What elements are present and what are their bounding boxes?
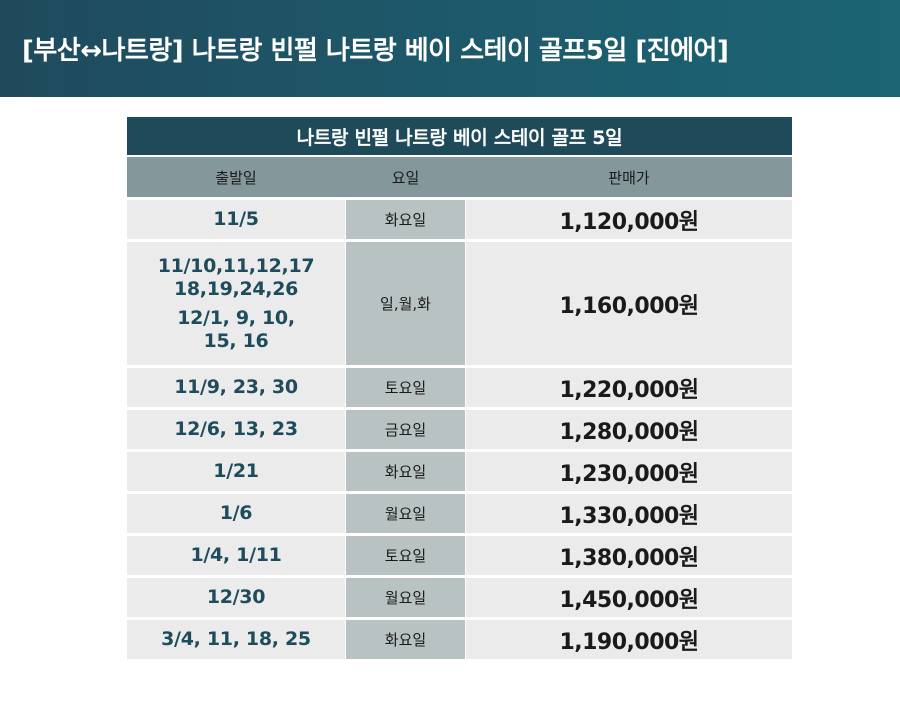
day-cell: 월요일 (346, 494, 465, 533)
date-text: 11/10,11,12,17 (157, 254, 315, 277)
price-cell: 1,380,000원 (466, 536, 792, 575)
day-cell: 금요일 (346, 410, 465, 449)
top-banner: [부산↔나트랑] 나트랑 빈펄 나트랑 베이 스테이 골프5일 [진에어] (0, 0, 900, 97)
date-cell: 1/21 (127, 452, 345, 491)
table-header-row: 출발일 요일 판매가 (127, 155, 792, 197)
price-cell: 1,160,000원 (466, 242, 792, 365)
price-cell: 1,120,000원 (466, 200, 792, 239)
table-row: 1/21 화요일 1,230,000원 (127, 452, 792, 491)
table-row: 12/30 월요일 1,450,000원 (127, 578, 792, 617)
table-row: 11/9, 23, 30 토요일 1,220,000원 (127, 368, 792, 407)
header-day: 요일 (391, 168, 420, 187)
date-cell: 3/4, 11, 18, 25 (127, 620, 345, 659)
date-text: 3/4, 11, 18, 25 (161, 628, 311, 650)
header-date: 출발일 (215, 168, 257, 187)
day-cell: 화요일 (346, 200, 465, 239)
day-cell: 화요일 (346, 452, 465, 491)
date-cell: 11/5 (127, 200, 345, 239)
table-row: 1/4, 1/11 토요일 1,380,000원 (127, 536, 792, 575)
date-text: 1/6 (219, 502, 253, 524)
date-text: 15, 16 (203, 329, 269, 352)
date-text: 12/1, 9, 10, (177, 306, 295, 329)
date-text: 12/6, 13, 23 (174, 418, 298, 440)
date-text: 1/21 (213, 460, 259, 482)
day-cell: 토요일 (346, 536, 465, 575)
date-text: 11/5 (213, 208, 259, 230)
price-cell: 1,190,000원 (466, 620, 792, 659)
date-text: 11/9, 23, 30 (174, 376, 298, 398)
date-cell: 11/10,11,12,17 18,19,24,26 12/1, 9, 10, … (127, 242, 345, 365)
price-cell: 1,230,000원 (466, 452, 792, 491)
table-title: 나트랑 빈펄 나트랑 베이 스테이 골프 5일 (127, 117, 792, 155)
table-row: 1/6 월요일 1,330,000원 (127, 494, 792, 533)
table-row: 11/5 화요일 1,120,000원 (127, 200, 792, 239)
price-cell: 1,280,000원 (466, 410, 792, 449)
date-cell: 1/4, 1/11 (127, 536, 345, 575)
day-cell: 토요일 (346, 368, 465, 407)
table-row: 11/10,11,12,17 18,19,24,26 12/1, 9, 10, … (127, 242, 792, 365)
price-cell: 1,330,000원 (466, 494, 792, 533)
date-cell: 1/6 (127, 494, 345, 533)
date-cell: 12/6, 13, 23 (127, 410, 345, 449)
date-text: 12/30 (206, 586, 266, 608)
day-cell: 월요일 (346, 578, 465, 617)
date-cell: 11/9, 23, 30 (127, 368, 345, 407)
table-row: 12/6, 13, 23 금요일 1,280,000원 (127, 410, 792, 449)
day-cell: 일,월,화 (346, 242, 465, 365)
date-cell: 12/30 (127, 578, 345, 617)
date-text: 18,19,24,26 (173, 277, 299, 300)
date-text: 1/4, 1/11 (190, 544, 282, 566)
price-cell: 1,450,000원 (466, 578, 792, 617)
table-row: 3/4, 11, 18, 25 화요일 1,190,000원 (127, 620, 792, 659)
day-cell: 화요일 (346, 620, 465, 659)
price-cell: 1,220,000원 (466, 368, 792, 407)
banner-title: [부산↔나트랑] 나트랑 빈펄 나트랑 베이 스테이 골프5일 [진에어] (22, 36, 729, 66)
price-table: 나트랑 빈펄 나트랑 베이 스테이 골프 5일 출발일 요일 판매가 11/5 … (127, 117, 792, 659)
header-price: 판매가 (608, 168, 650, 187)
